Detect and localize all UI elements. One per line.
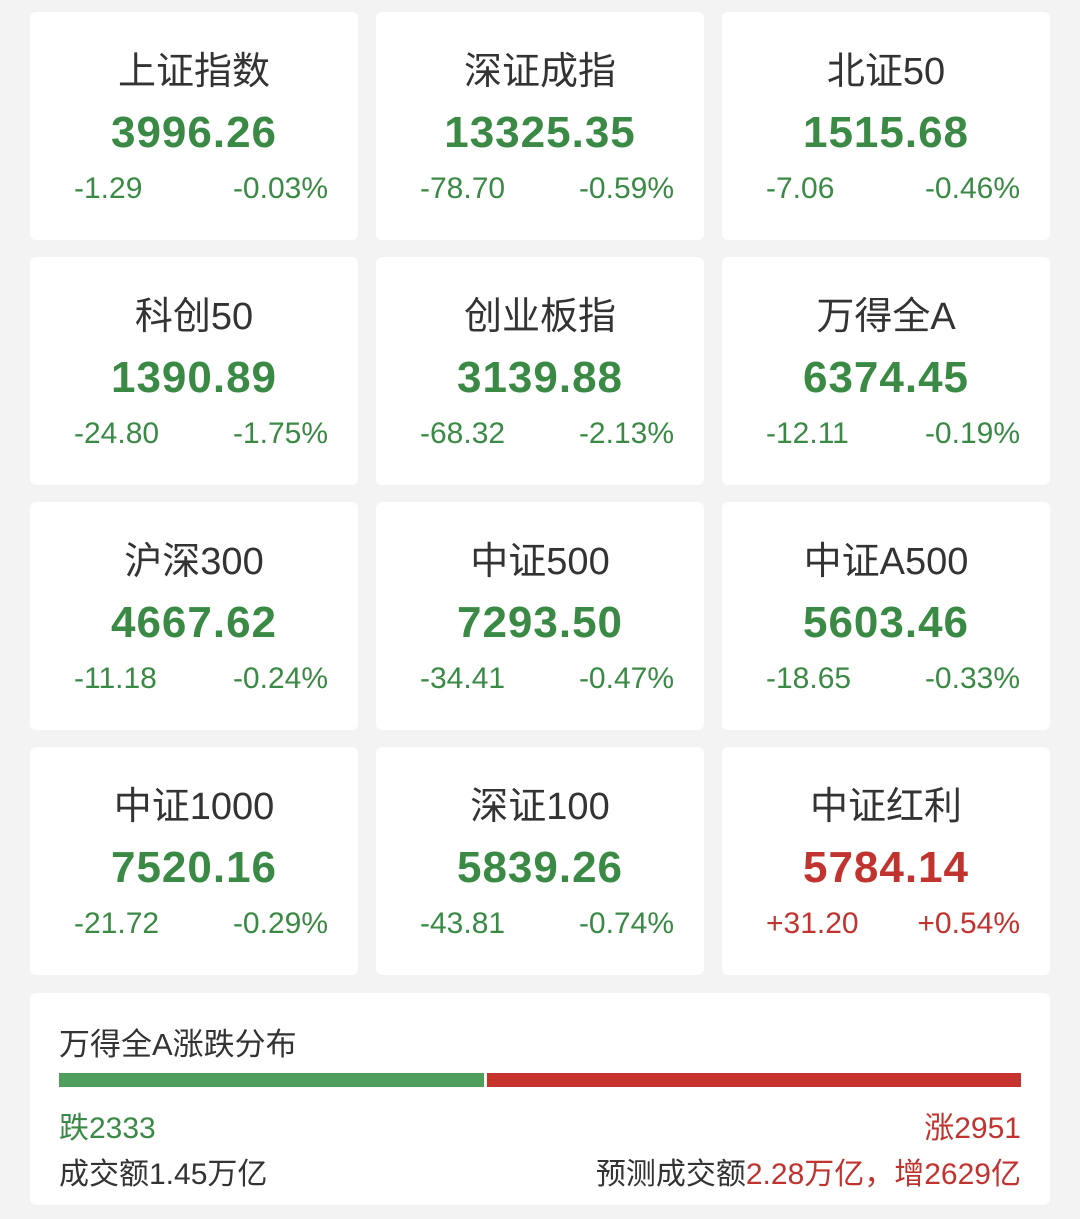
index-change-percent: -0.24%	[232, 662, 328, 695]
index-name: 中证红利	[809, 786, 962, 828]
index-change-percent: -0.46%	[924, 172, 1020, 205]
index-change: -7.06	[766, 172, 835, 205]
index-change-percent: -0.59%	[578, 172, 674, 205]
forecast-turnover: 预测成交额2.28万亿，增2629亿	[596, 1149, 1021, 1193]
index-name: 中证500	[470, 541, 610, 583]
index-price: 1515.68	[802, 108, 970, 157]
index-grid: 上证指数 3996.26 -1.29 -0.03% 深证成指 13325.35 -…	[30, 12, 1050, 975]
index-price: 4667.62	[110, 598, 278, 647]
index-price: 1390.89	[110, 353, 278, 402]
index-change-percent: -2.13%	[578, 417, 674, 450]
index-price: 7293.50	[456, 598, 624, 647]
index-card[interactable]: 创业板指 3139.88 -68.32 -2.13%	[376, 257, 704, 485]
index-change: -18.65	[766, 662, 852, 695]
index-price: 13325.35	[444, 108, 636, 157]
distribution-title: 万得全A涨跌分布	[59, 1027, 297, 1062]
forecast-value: 2.28万亿，增2629亿	[745, 1158, 1021, 1191]
index-card[interactable]: 北证50 1515.68 -7.06 -0.46%	[722, 12, 1050, 240]
index-change: -34.41	[420, 662, 506, 695]
index-price: 5784.14	[802, 843, 970, 892]
index-card[interactable]: 中证A500 5603.46 -18.65 -0.33%	[722, 502, 1050, 730]
index-change-percent: +0.54%	[917, 907, 1020, 940]
index-name: 沪深300	[124, 541, 264, 583]
index-name: 深证100	[470, 786, 610, 828]
advance-decline-card: 万得全A涨跌分布 跌2333 涨2951 成交额1.45万亿 预测成交额2.28…	[30, 993, 1050, 1205]
index-change-percent: -1.75%	[232, 417, 328, 450]
index-change: +31.20	[766, 907, 859, 940]
index-change-percent: -0.03%	[232, 172, 328, 205]
index-price: 6374.45	[802, 353, 970, 402]
forecast-label: 预测成交额	[595, 1158, 746, 1191]
decline-bar-segment	[59, 1073, 484, 1087]
index-change: -12.11	[766, 417, 849, 450]
advance-decline-bar	[59, 1073, 1021, 1087]
index-card[interactable]: 万得全A 6374.45 -12.11 -0.19%	[722, 257, 1050, 485]
index-card[interactable]: 沪深300 4667.62 -11.18 -0.24%	[30, 502, 358, 730]
index-name: 科创50	[134, 296, 254, 338]
index-card[interactable]: 深证成指 13325.35 -78.70 -0.59%	[376, 12, 704, 240]
index-name: 深证成指	[463, 51, 616, 93]
index-name: 创业板指	[463, 296, 616, 338]
index-change: -78.70	[420, 172, 506, 205]
index-change-percent: -0.29%	[232, 907, 328, 940]
index-card[interactable]: 科创50 1390.89 -24.80 -1.75%	[30, 257, 358, 485]
index-price: 5603.46	[802, 598, 970, 647]
index-change: -1.29	[74, 172, 143, 205]
index-price: 3996.26	[110, 108, 278, 157]
index-name: 上证指数	[117, 51, 270, 93]
index-card[interactable]: 上证指数 3996.26 -1.29 -0.03%	[30, 12, 358, 240]
index-price: 7520.16	[110, 843, 278, 892]
index-price: 3139.88	[456, 353, 624, 402]
index-card[interactable]: 中证1000 7520.16 -21.72 -0.29%	[30, 747, 358, 975]
index-price: 5839.26	[456, 843, 624, 892]
advance-count: 涨2951	[924, 1112, 1021, 1145]
index-change: -68.32	[420, 417, 506, 450]
index-card[interactable]: 中证红利 5784.14 +31.20 +0.54%	[722, 747, 1050, 975]
turnover: 成交额1.45万亿	[59, 1158, 268, 1191]
index-change: -11.18	[74, 662, 157, 695]
index-name: 中证1000	[113, 786, 275, 828]
index-change: -43.81	[420, 907, 506, 940]
index-card[interactable]: 中证500 7293.50 -34.41 -0.47%	[376, 502, 704, 730]
decline-count: 跌2333	[59, 1112, 156, 1145]
advance-bar-segment	[486, 1073, 1021, 1087]
index-change-percent: -0.19%	[924, 417, 1020, 450]
index-name: 北证50	[826, 51, 946, 93]
index-change-percent: -0.33%	[924, 662, 1020, 695]
index-change-percent: -0.47%	[578, 662, 674, 695]
index-name: 万得全A	[816, 296, 956, 338]
index-card[interactable]: 深证100 5839.26 -43.81 -0.74%	[376, 747, 704, 975]
index-change: -21.72	[74, 907, 160, 940]
index-change-percent: -0.74%	[578, 907, 674, 940]
index-change: -24.80	[74, 417, 160, 450]
index-name: 中证A500	[803, 541, 969, 583]
